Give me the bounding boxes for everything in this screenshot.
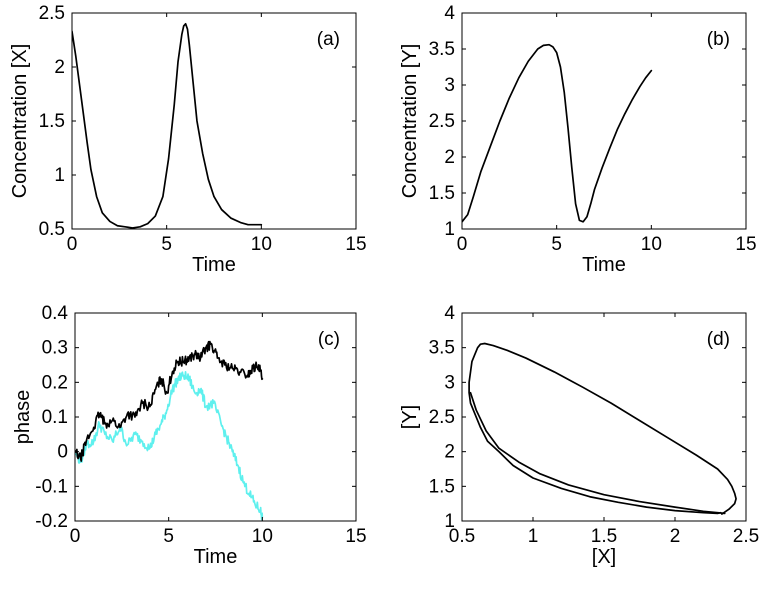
y-tick-label: 4: [444, 303, 455, 324]
plot-frame: [74, 312, 357, 522]
y-tick-label: 2.5: [39, 3, 65, 24]
y-tick-label: 0.2: [42, 372, 68, 393]
series-line: [75, 370, 264, 521]
panel-label: (c): [318, 329, 340, 350]
x-axis-label: Time: [192, 254, 236, 276]
y-tick-label: 2.5: [429, 111, 455, 132]
panel-4: 0.5 1 1.5 2 2.511.522.533.54[X][Y](d): [399, 303, 759, 568]
y-tick-label: 0.4: [42, 303, 69, 324]
y-tick-label: 1: [444, 219, 455, 240]
y-tick-label: 0.5: [39, 219, 65, 240]
panel-label: (d): [707, 329, 730, 350]
y-tick-label: 1: [54, 165, 65, 186]
y-tick-label: 1.5: [429, 476, 455, 497]
x-tick-label: 2.5: [733, 526, 759, 547]
series-line: [75, 340, 264, 462]
series-line: [72, 22, 263, 229]
x-tick-label: 10: [252, 526, 273, 547]
y-tick-label: -0.2: [35, 511, 68, 532]
y-tick-label: 3.5: [429, 338, 455, 359]
x-tick-label: 10: [641, 234, 662, 255]
y-axis-label: Concentration [Y]: [399, 44, 421, 199]
x-tick-label: 5: [163, 526, 174, 547]
x-tick-label: 15: [345, 234, 366, 255]
x-tick-label: 2: [670, 526, 681, 547]
plot-frame: [461, 312, 747, 522]
y-tick-label: 0.3: [42, 338, 68, 359]
x-tick-label: 1.5: [591, 526, 617, 547]
y-tick-label: 2: [54, 57, 65, 78]
series-line: [469, 391, 726, 515]
y-tick-label: -0.1: [35, 476, 68, 497]
panel-3: 0 5 10 15 -0.2 -0.1 0 0.1 0.2 0.3 0.4 Time phase (c): [12, 303, 367, 568]
x-axis-label: Time: [582, 254, 626, 276]
x-axis-label: [X]: [592, 546, 616, 568]
y-axis-label: phase: [12, 390, 34, 445]
series-line: [468, 342, 737, 515]
y-tick-label: 3.5: [429, 39, 455, 60]
x-tick-label: 0: [70, 526, 81, 547]
x-tick-label: 15: [735, 234, 756, 255]
x-axis-label: Time: [194, 546, 238, 568]
plot-frame: [461, 12, 747, 230]
x-tick-label: 0.5: [449, 526, 475, 547]
y-tick-label: 2: [444, 442, 455, 463]
x-tick-label: 0: [457, 234, 468, 255]
x-tick-label: 0: [67, 234, 78, 255]
x-tick-label: 1: [528, 526, 539, 547]
y-tick-label: 0: [57, 442, 68, 463]
y-tick-label: 4: [444, 3, 455, 24]
y-axis-label: Concentration [X]: [9, 44, 31, 199]
x-tick-label: 5: [161, 234, 172, 255]
y-tick-label: 2.5: [429, 407, 455, 428]
panel-label: (b): [707, 29, 730, 50]
y-tick-label: 3: [444, 75, 455, 96]
y-tick-label: 2: [444, 147, 455, 168]
x-tick-label: 10: [251, 234, 272, 255]
y-tick-label: 1.5: [429, 183, 455, 204]
x-tick-label: 15: [345, 526, 366, 547]
y-axis-label: [Y]: [399, 405, 421, 429]
y-tick-label: 0.1: [42, 407, 68, 428]
y-tick-label: 3: [444, 372, 455, 393]
series-line: [462, 43, 653, 223]
y-tick-label: 1.5: [39, 111, 65, 132]
panel-label: (a): [317, 29, 340, 50]
panel-1: 0 5 10 15 0.5 1 1.5 2 2.5 Time Concentration [X] (a…: [9, 3, 367, 276]
x-tick-label: 5: [551, 234, 562, 255]
y-tick-label: 1: [444, 511, 455, 532]
panel-2: 0 5 10 15 1 1.5 2 2.5 3 3.5 4 Time Concentration [Y]…: [399, 3, 757, 276]
